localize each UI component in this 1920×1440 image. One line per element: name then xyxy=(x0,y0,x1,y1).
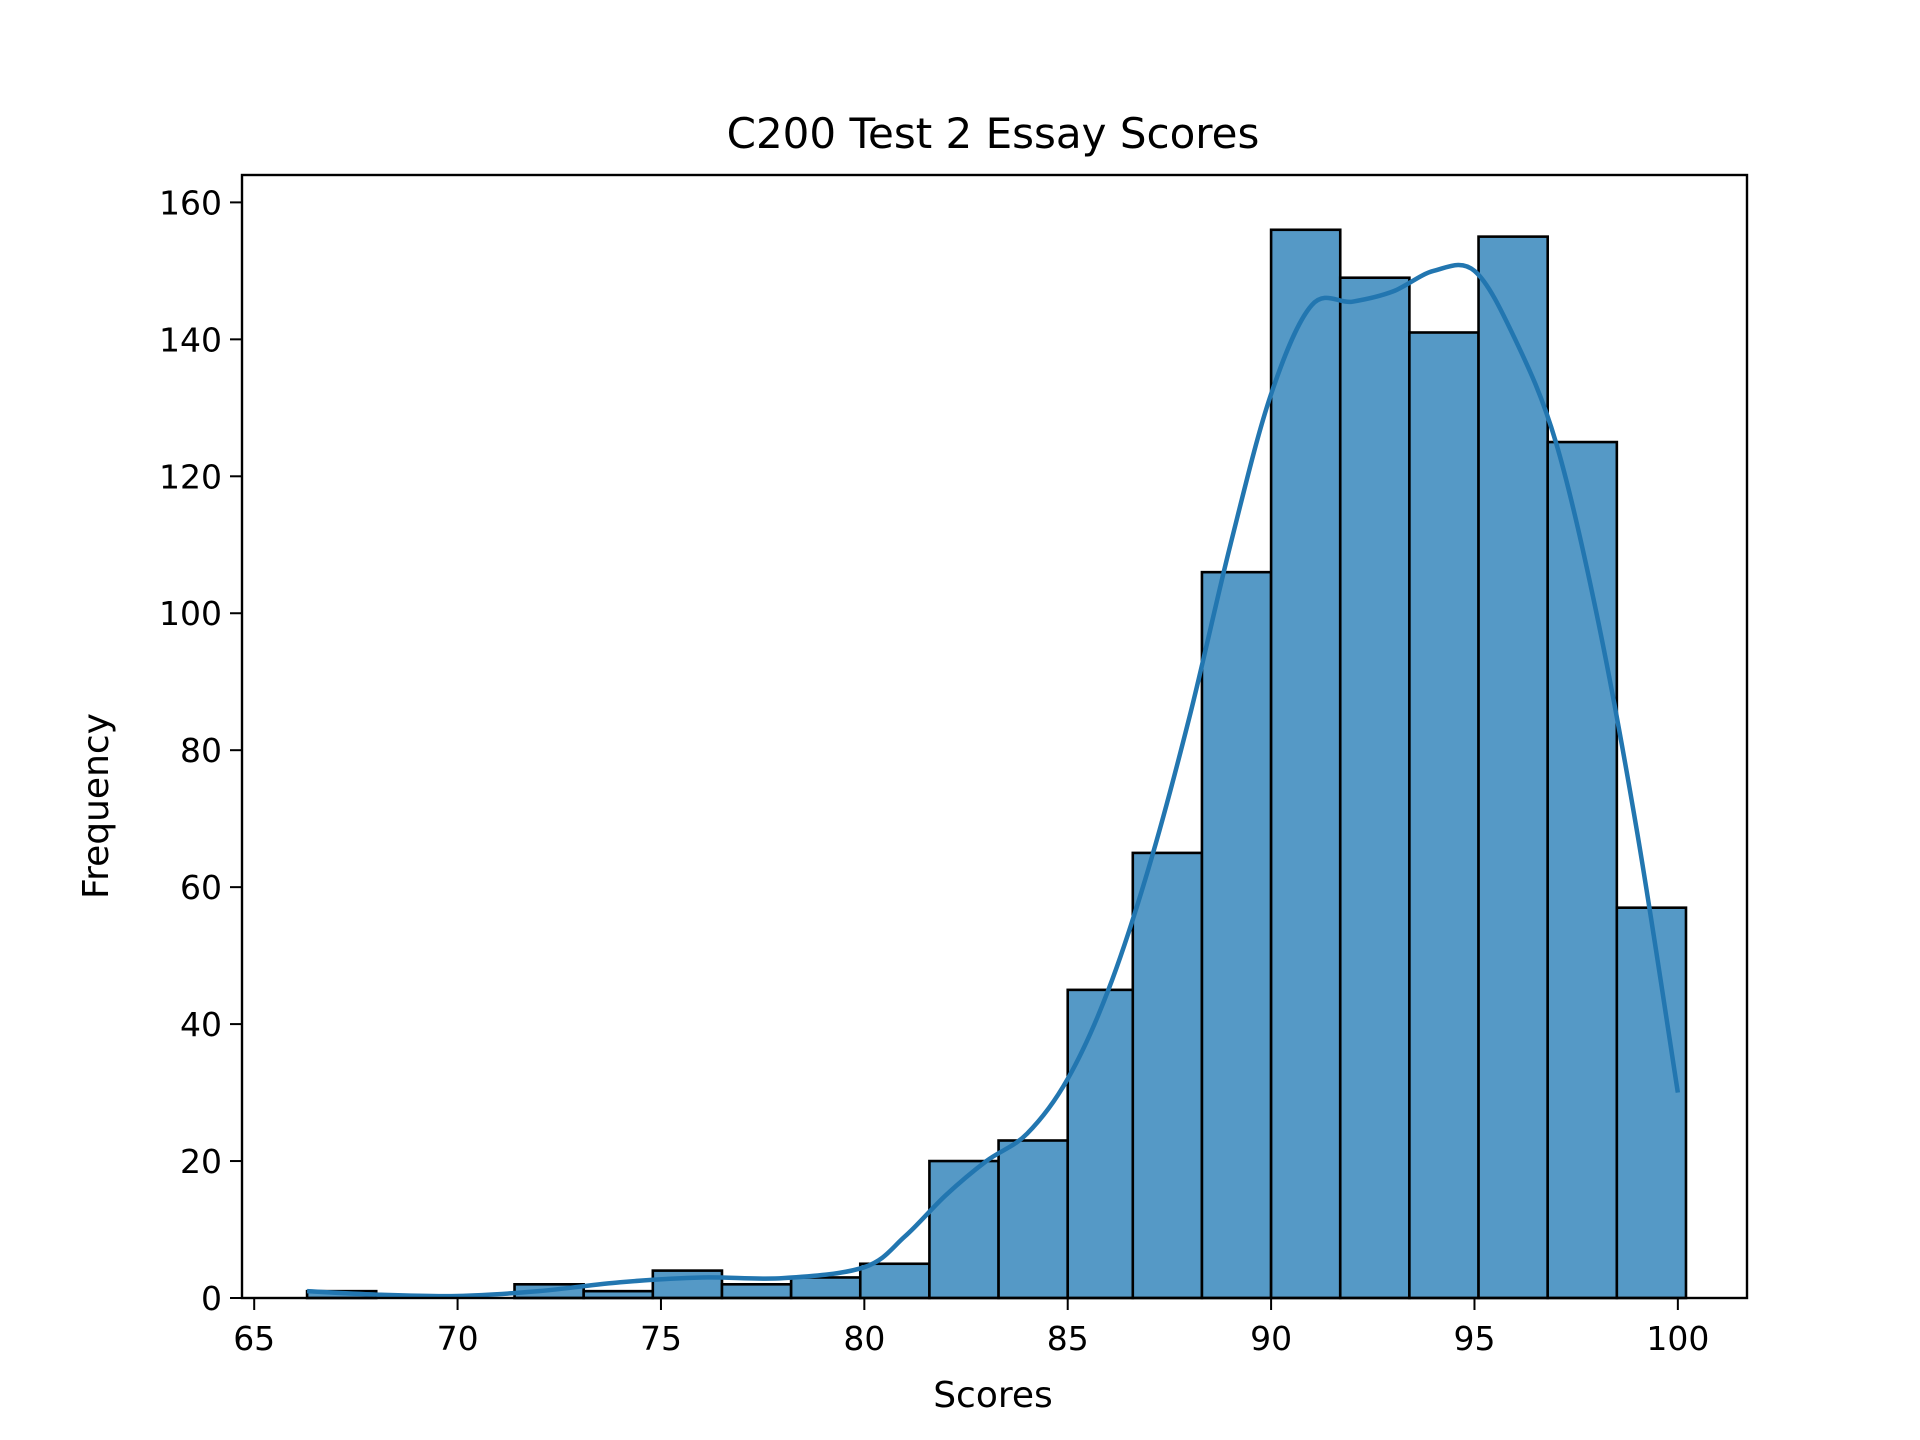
y-tick-label: 80 xyxy=(180,731,222,770)
histogram-bar xyxy=(1269,228,1342,1300)
x-axis-ticks: 65 70 75 80 85 90 95 100 xyxy=(233,1298,1709,1358)
plot-frame xyxy=(240,173,1749,1300)
histogram-bar xyxy=(1615,906,1688,1300)
histogram-bar xyxy=(1200,570,1273,1300)
y-tick-label: 120 xyxy=(159,457,222,496)
x-tick-label: 95 xyxy=(1453,1319,1495,1358)
histogram-bar xyxy=(1477,235,1549,1300)
y-tick-label: 20 xyxy=(180,1142,222,1181)
x-tick-label: 75 xyxy=(640,1319,682,1358)
x-tick-label: 90 xyxy=(1250,1319,1292,1358)
histogram-bar xyxy=(651,1269,724,1300)
x-tick-label: 70 xyxy=(437,1319,479,1358)
chart-title: C200 Test 2 Essay Scores xyxy=(727,109,1260,158)
histogram-bar xyxy=(1408,331,1480,1300)
histogram-bar xyxy=(720,1283,793,1300)
x-tick-label: 80 xyxy=(843,1319,885,1358)
histogram-bar xyxy=(1131,851,1204,1300)
y-tick-label: 60 xyxy=(180,868,222,907)
x-tick-label: 100 xyxy=(1646,1319,1709,1358)
y-tick-label: 0 xyxy=(201,1279,222,1318)
x-tick-label: 65 xyxy=(233,1319,275,1358)
kde-line xyxy=(306,262,1681,1299)
bars-group xyxy=(305,228,1688,1300)
histogram-bar xyxy=(1338,276,1411,1300)
y-tick-label: 160 xyxy=(159,183,222,222)
histogram-bar xyxy=(858,1262,931,1300)
y-axis-ticks: 0 20 40 60 80 100 120 140 160 xyxy=(159,183,242,1318)
x-axis-label: Scores xyxy=(933,1375,1053,1416)
histogram-bar xyxy=(1066,988,1135,1300)
y-tick-label: 100 xyxy=(159,594,222,633)
histogram-bar xyxy=(789,1276,862,1300)
y-tick-label: 140 xyxy=(159,320,222,359)
x-tick-label: 85 xyxy=(1047,1319,1089,1358)
y-tick-label: 40 xyxy=(180,1005,222,1044)
y-axis-label: Frequency xyxy=(76,713,117,899)
histogram-bar xyxy=(1546,440,1619,1300)
histogram-bar xyxy=(997,1139,1070,1300)
